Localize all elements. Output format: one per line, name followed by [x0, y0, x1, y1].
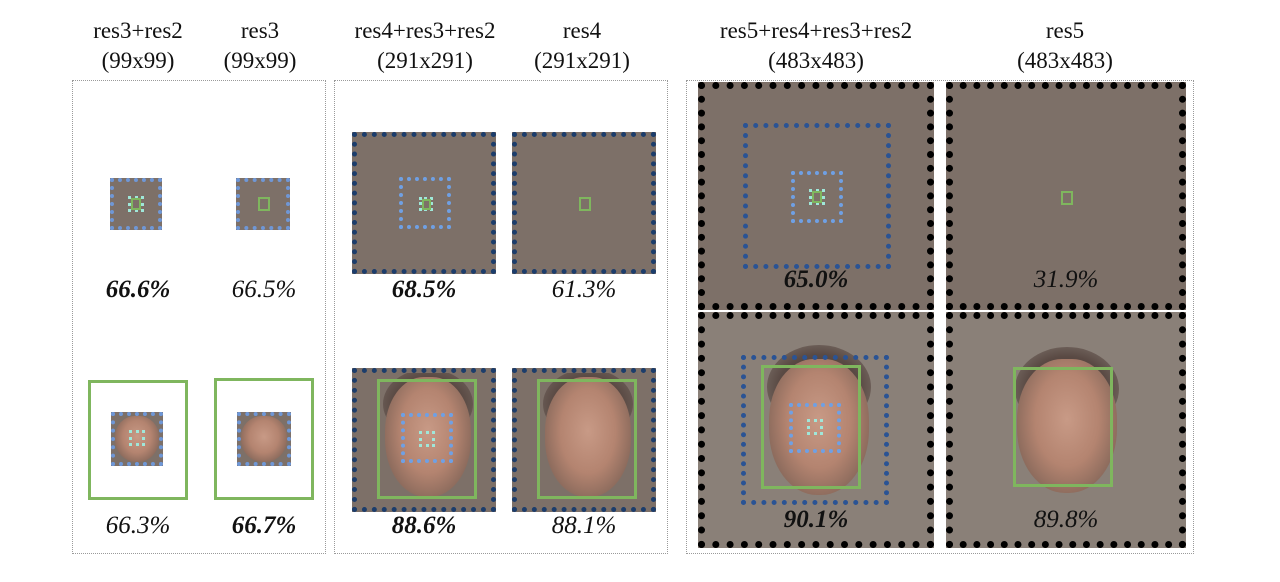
green-box [579, 197, 591, 211]
green-box [214, 378, 314, 500]
column-name: res4+res3+res2 [354, 18, 496, 43]
column-name: res3 [240, 18, 280, 43]
face-image [241, 416, 287, 462]
column-size: (291x291) [377, 48, 473, 73]
face-image [385, 377, 471, 497]
receptive-field-tile-res4-top [512, 132, 656, 274]
column-header-res5: res5 (483x483) [990, 16, 1140, 76]
green-box [88, 380, 188, 500]
group-291x291 [334, 80, 668, 554]
light-blue-box [789, 403, 841, 453]
receptive-field-tile-res5-bottom [946, 312, 1186, 548]
accuracy-value: 66.7% [231, 512, 297, 539]
column-size: (99x99) [101, 48, 175, 73]
column-header-res3: res3 (99x99) [200, 16, 320, 76]
light-blue-box [401, 413, 453, 463]
face-image [1017, 359, 1117, 493]
accuracy-value: 68.5% [391, 276, 457, 303]
cyan-box [419, 431, 435, 447]
receptive-field-tile-res5-res4-res3-res2-top [698, 82, 934, 310]
green-box [1013, 367, 1113, 487]
face-image [545, 377, 631, 497]
column-size: (291x291) [534, 48, 630, 73]
accuracy-value: 66.5% [231, 276, 297, 303]
green-box [422, 199, 431, 210]
column-header-res3-res2: res3+res2 (99x99) [68, 16, 208, 76]
dark-blue-box [743, 123, 891, 269]
group-483x483 [686, 80, 1194, 554]
group-99x99 [72, 80, 326, 554]
green-box [131, 198, 141, 210]
green-box [377, 379, 477, 499]
column-header-res5-res4-res3-res2: res5+res4+res3+res2 (483x483) [688, 16, 944, 76]
cyan-box [807, 419, 823, 435]
accuracy-value: 89.8% [1033, 506, 1099, 533]
accuracy-value: 88.1% [551, 512, 617, 539]
accuracy-value: 31.9% [1033, 266, 1099, 293]
green-box [761, 365, 861, 489]
green-box [258, 197, 270, 211]
receptive-field-tile-res4-bottom [512, 368, 656, 512]
receptive-field-tile-res3-top [236, 178, 290, 230]
accuracy-value: 65.0% [783, 266, 849, 293]
receptive-field-tile-res5-top [946, 82, 1186, 310]
cyan-box [128, 196, 144, 212]
cyan-box [809, 189, 825, 205]
column-name: res4 [562, 18, 602, 43]
receptive-field-tile-res4-res3-res2-top [352, 132, 496, 274]
face-image [115, 416, 159, 462]
column-name: res5 [1045, 18, 1085, 43]
column-size: (99x99) [223, 48, 297, 73]
accuracy-value: 66.6% [105, 276, 171, 303]
light-blue-box [791, 171, 843, 223]
column-size: (483x483) [1017, 48, 1113, 73]
receptive-field-tile-res3-res2-top [110, 178, 162, 230]
column-name: res5+res4+res3+res2 [719, 18, 913, 43]
green-box [812, 191, 822, 203]
accuracy-value: 61.3% [551, 276, 617, 303]
green-box [1061, 191, 1073, 205]
column-name: res3+res2 [93, 18, 183, 43]
face-image [769, 359, 869, 495]
receptive-field-tile-res5-res4-res3-res2-bottom [698, 312, 934, 548]
receptive-field-tile-res3-res2-bottom [111, 412, 163, 466]
column-header-res4-res3-res2: res4+res3+res2 (291x291) [330, 16, 520, 76]
accuracy-value: 88.6% [391, 512, 457, 539]
column-size: (483x483) [768, 48, 864, 73]
light-blue-box [399, 177, 451, 229]
column-header-res4: res4 (291x291) [512, 16, 652, 76]
accuracy-value: 66.3% [105, 512, 171, 539]
receptive-field-tile-res4-res3-res2-bottom [352, 368, 496, 512]
green-box [537, 379, 637, 499]
cyan-box [129, 430, 145, 446]
receptive-field-tile-res3-bottom [237, 412, 291, 466]
dark-blue-box [741, 355, 889, 505]
accuracy-value: 90.1% [783, 506, 849, 533]
